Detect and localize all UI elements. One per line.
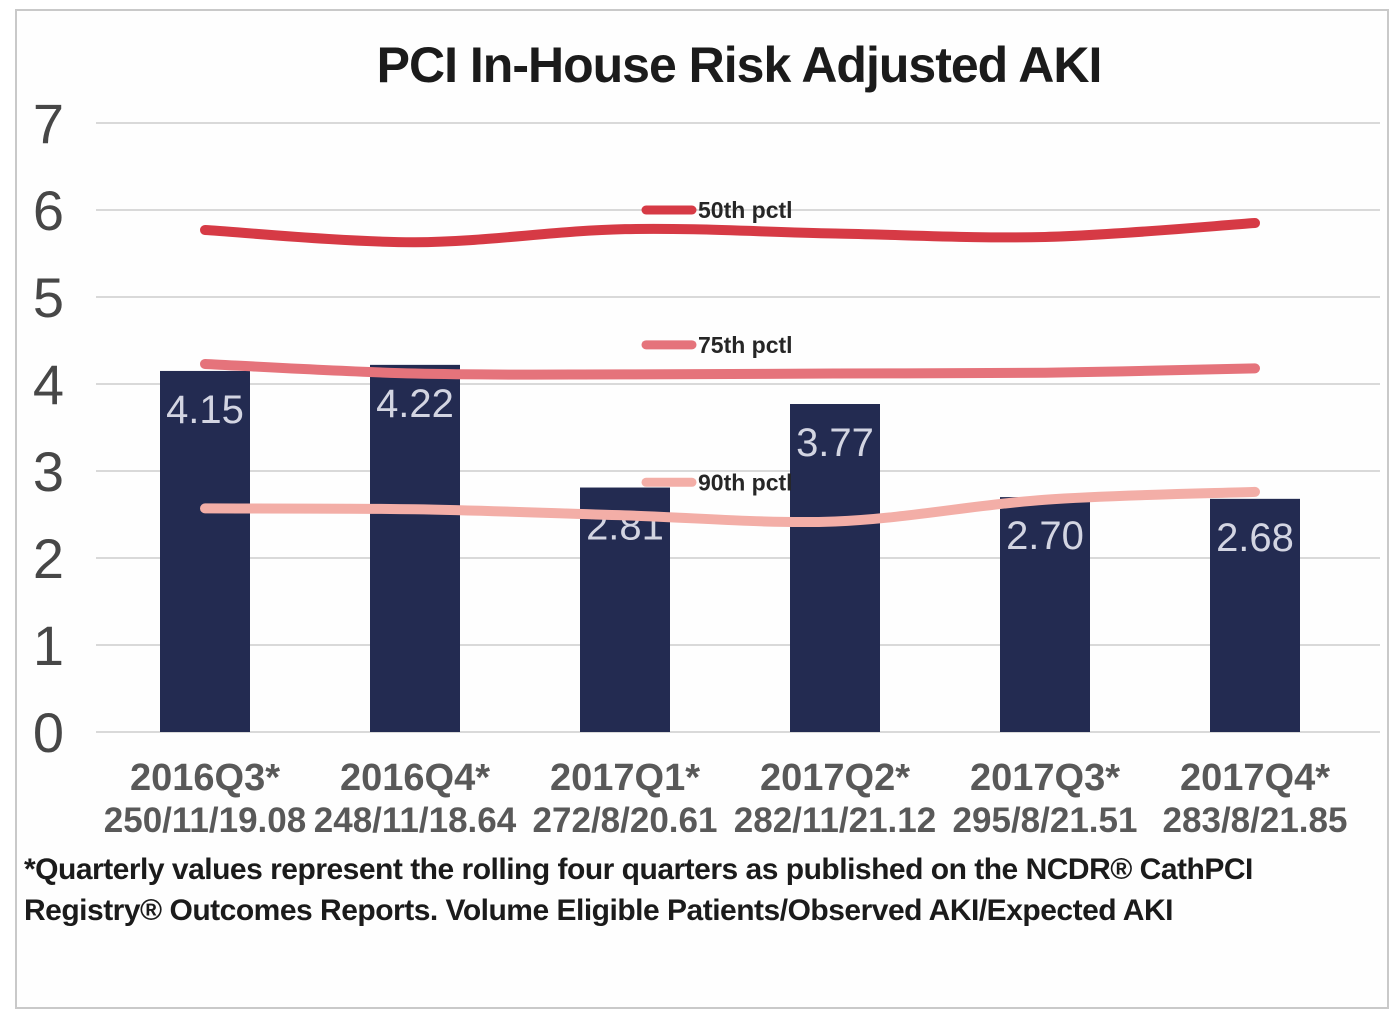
y-axis-tick: 4 — [33, 353, 64, 416]
bar-value-label: 2.70 — [1006, 514, 1084, 558]
y-axis-tick: 1 — [33, 614, 64, 677]
x-axis-label: 2016Q4* — [340, 757, 490, 799]
chart-title: PCI In-House Risk Adjusted AKI — [376, 37, 1103, 93]
bar — [160, 370, 250, 732]
bar-value-label: 4.22 — [376, 382, 454, 426]
bar-value-label: 4.15 — [166, 388, 244, 432]
x-axis-sublabel: 248/11/18.64 — [314, 801, 517, 840]
series-label: 90th pctl — [698, 469, 793, 495]
series-line-p50 — [200, 218, 1260, 248]
bar — [580, 487, 670, 732]
x-axis-label: 2017Q3* — [970, 757, 1120, 799]
y-axis-tick: 6 — [33, 179, 64, 242]
x-axis-label: 2017Q2* — [760, 757, 910, 799]
x-axis-sublabel: 283/8/21.85 — [1163, 801, 1348, 840]
x-axis-sublabel: 282/11/21.12 — [734, 801, 936, 840]
y-axis-tick: 7 — [33, 92, 64, 155]
x-axis-label: 2017Q1* — [550, 757, 700, 799]
series-line-p90 — [200, 486, 1260, 528]
bar-value-label: 3.77 — [796, 421, 874, 465]
bar — [1000, 497, 1090, 732]
x-axis-label: 2017Q4* — [1180, 757, 1330, 799]
x-axis-sublabel: 250/11/19.08 — [104, 801, 306, 840]
series-label: 75th pctl — [698, 332, 793, 358]
bar-value-label: 2.68 — [1216, 516, 1294, 560]
x-axis-sublabel: 272/8/20.61 — [533, 801, 718, 840]
y-axis-tick: 5 — [33, 266, 64, 329]
bar — [790, 404, 880, 732]
x-axis-label: 2016Q3* — [130, 757, 280, 799]
series-line-p75 — [200, 358, 1260, 380]
series-label: 50th pctl — [698, 197, 793, 223]
bar — [1210, 498, 1300, 732]
y-axis-tick: 3 — [33, 440, 64, 503]
x-axis-sublabel: 295/8/21.51 — [953, 801, 1138, 840]
y-axis-tick: 2 — [33, 527, 64, 590]
chart-footnote: *Quarterly values represent the rolling … — [24, 853, 1253, 927]
bar — [370, 364, 460, 732]
y-axis-tick: 0 — [33, 701, 64, 764]
